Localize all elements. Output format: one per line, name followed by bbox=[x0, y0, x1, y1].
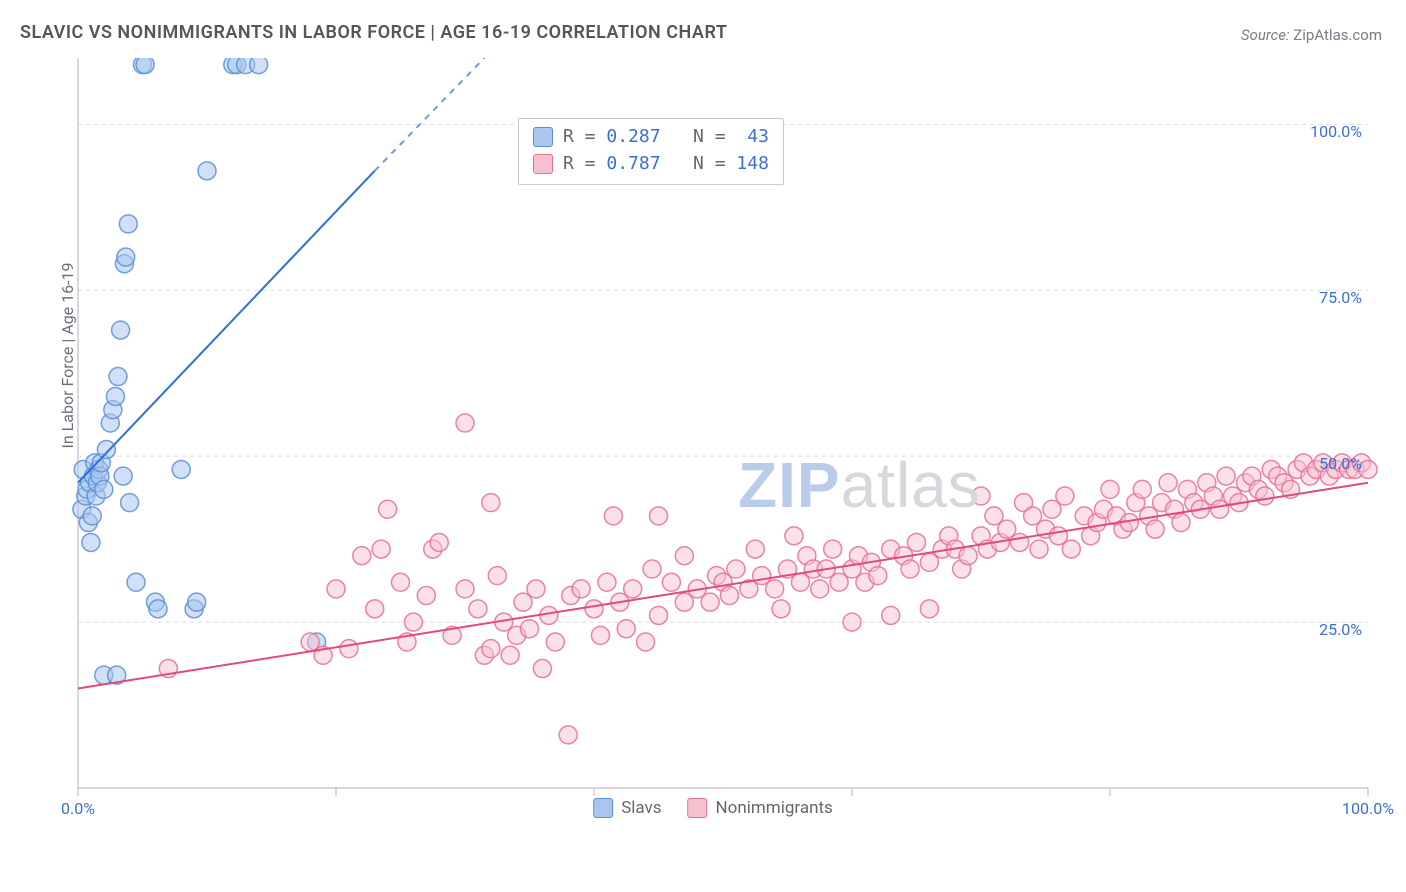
x-tick-label: 100.0% bbox=[1342, 799, 1394, 818]
x-tick-label: 0.0% bbox=[61, 799, 95, 818]
source-label: Source: bbox=[1241, 26, 1290, 44]
legend-label: Nonimmigrants bbox=[716, 798, 833, 818]
legend-swatch bbox=[533, 127, 553, 147]
legend-swatch bbox=[688, 798, 708, 818]
y-tick-label: 25.0% bbox=[1319, 620, 1362, 639]
legend-row: R = 0.787 N = 148 bbox=[533, 150, 769, 177]
y-tick-label: 100.0% bbox=[1310, 122, 1362, 141]
legend-swatch bbox=[593, 798, 613, 818]
legend-swatch bbox=[533, 154, 553, 174]
y-tick-label: 50.0% bbox=[1319, 454, 1362, 473]
y-tick-label: 75.0% bbox=[1319, 288, 1362, 307]
chart-title: SLAVIC VS NONIMMIGRANTS IN LABOR FORCE |… bbox=[20, 22, 727, 43]
chart-area: In Labor Force | Age 16-19 ZIPatlas R = … bbox=[48, 58, 1378, 820]
correlation-legend: R = 0.287 N = 43R = 0.787 N = 148 bbox=[518, 118, 784, 185]
series-legend: Slavs Nonimmigrants bbox=[593, 798, 833, 818]
source-credit: Source: ZipAtlas.com bbox=[1241, 26, 1382, 44]
legend-label: Slavs bbox=[621, 798, 661, 818]
legend-row: R = 0.287 N = 43 bbox=[533, 123, 769, 150]
legend-item: Slavs bbox=[593, 798, 661, 818]
source-site: ZipAtlas.com bbox=[1293, 26, 1382, 44]
legend-item: Nonimmigrants bbox=[688, 798, 833, 818]
y-axis-label: In Labor Force | Age 16-19 bbox=[58, 262, 77, 448]
